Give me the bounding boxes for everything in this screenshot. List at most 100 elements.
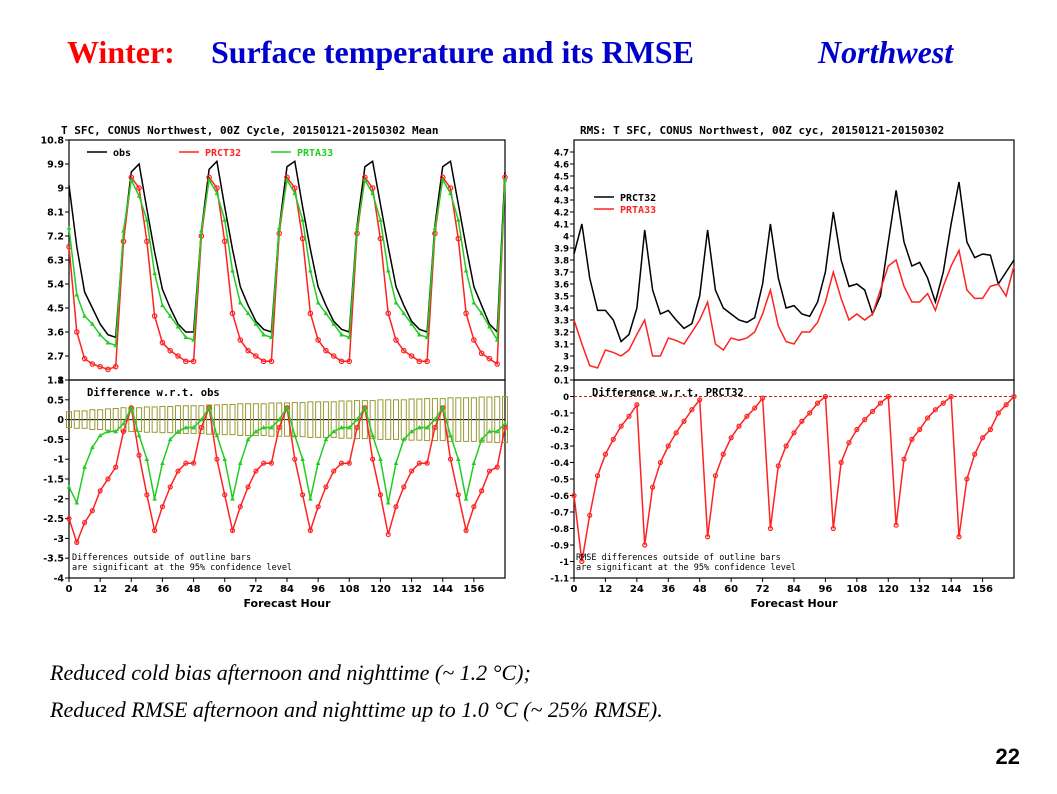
diff-point [276,417,282,422]
x-tick-label: 132 [909,584,930,595]
data-point-prct32 [408,353,415,359]
significance-bar [478,396,485,443]
significance-bar [424,398,431,442]
x-tick-label: 156 [463,584,484,595]
diff-point [822,393,829,400]
diff-point [409,428,414,434]
data-point-prct32 [237,337,244,343]
data-point-prta33 [494,337,500,342]
data-point-prct32 [315,337,321,343]
diff-point [393,504,399,510]
diff-point [479,436,484,442]
y-tick-label: 9 [57,184,64,195]
diff-point [331,428,337,434]
diff-point [136,452,142,458]
data-point-prta33 [261,332,266,337]
y-tick-label: 4 [563,233,569,243]
diff-point [594,473,601,479]
diff-point [486,468,493,474]
x-tick-label: 72 [756,584,770,595]
significance-bar [66,411,72,429]
x-tick-label: 132 [401,584,422,595]
y-tick-label: -0.5 [550,476,569,486]
diff-point [198,424,204,431]
significance-bar [73,410,80,429]
significance-bar [416,398,423,441]
diff-point [338,460,345,466]
diff-point [995,410,1001,416]
data-point-prct32 [159,339,166,346]
x-tick-label: 108 [339,584,360,595]
diff-point [128,405,134,410]
legend-label: PRCT32 [205,148,241,159]
x-tick-label: 60 [724,584,738,595]
x-tick-label: 96 [311,584,325,595]
bottom-panel-frame [573,379,1015,579]
significance-bar [447,397,454,442]
diff-point [494,464,500,470]
diff-point [681,418,687,424]
diff-point [307,527,313,534]
data-point-prct32 [144,238,150,245]
data-point-prct32 [291,185,298,191]
diff-point [167,484,173,490]
diff-point [284,405,290,410]
y-tick-label: 5.4 [47,280,64,291]
data-point-prta33 [206,177,212,182]
significance-bar [268,402,275,437]
data-point-prta33 [97,332,103,337]
diff-point [269,425,274,430]
data-point-prta33 [128,177,134,182]
data-point-prct32 [307,310,314,317]
diff-point [791,430,797,436]
data-point-prct32 [385,310,392,317]
data-point-prta33 [463,268,469,273]
y-tick-label: 1.8 [47,376,64,387]
diff-point [893,522,899,528]
y-tick-label: 4.5 [47,304,64,315]
data-point-prct32 [190,358,197,365]
data-point-prta33 [222,217,228,222]
significance-bar [89,409,96,431]
diff-point [838,459,844,466]
y-tick-label: 0.5 [47,395,64,406]
diff-point [175,468,181,474]
significance-bar [408,398,415,441]
data-point-prct32 [338,358,345,365]
y-tick-label: 3 [563,353,569,363]
diff-point [190,460,197,466]
significance-bar [463,397,470,442]
data-point-prta33 [424,334,430,340]
data-point-prta33 [417,332,422,337]
diff-point [183,460,189,466]
temperature-mean-chart: T SFC, CONUS Northwest, 00Z Cycle, 20150… [41,124,508,610]
legend-label: PRTA33 [297,148,333,159]
diff-point [222,492,228,498]
diff-point [261,460,267,466]
diff-point [276,424,282,431]
diff-point [924,415,931,421]
data-point-prta33 [82,313,87,318]
diff-point [424,460,430,466]
x-tick-label: 120 [878,584,899,595]
data-point-prta33 [308,268,313,273]
x-tick-label: 60 [218,584,232,595]
data-point-prct32 [400,347,407,354]
diff-point [862,417,868,423]
significance-bar [245,403,252,436]
diff-point [113,428,119,434]
x-tick-label: 156 [972,584,993,595]
title-season: Winter: [67,34,175,70]
y-tick-label: 4.2 [554,209,569,219]
data-point-prta33 [479,310,484,316]
y-tick-label: 9.9 [47,160,64,171]
diff-point [417,425,422,430]
diff-point [587,512,593,518]
y-tick-label: 3.6 [554,281,569,291]
data-point-prct32 [268,358,275,365]
diff-point [214,432,220,438]
diff-point [393,460,399,465]
diff-point [113,464,119,470]
x-tick-label: 120 [370,584,391,595]
data-point-prct32 [393,337,399,343]
